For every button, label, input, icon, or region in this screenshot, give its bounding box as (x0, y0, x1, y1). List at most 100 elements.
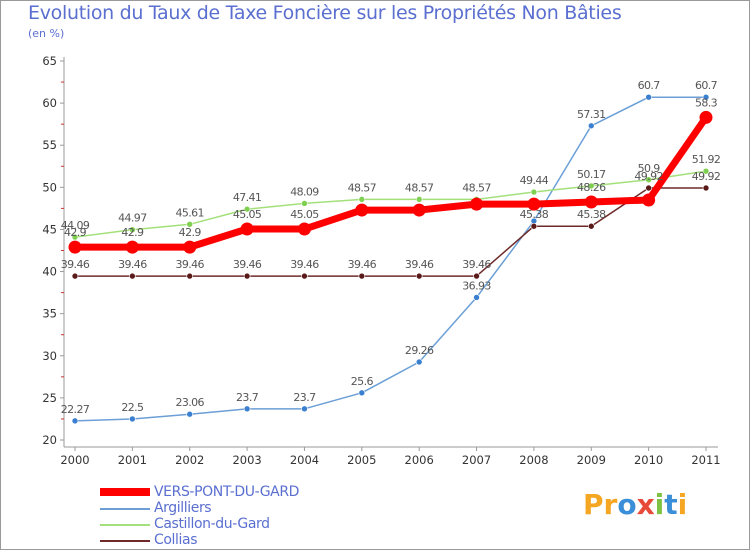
data-point (415, 358, 423, 366)
data-point (702, 184, 710, 192)
data-point (240, 222, 254, 236)
data-label: 48.57 (348, 181, 377, 194)
data-label: 58.3 (695, 96, 718, 109)
data-label: 39.46 (290, 258, 319, 271)
data-label: 47.41 (233, 191, 262, 204)
data-point (243, 405, 251, 413)
data-label: 45.38 (577, 208, 606, 221)
data-point (645, 176, 652, 184)
data-label: 42.9 (121, 226, 144, 239)
data-label: 49.92 (692, 170, 721, 183)
data-label: 44.09 (61, 219, 90, 232)
y-tick-label: 40 (42, 265, 57, 279)
data-label: 22.27 (61, 403, 90, 416)
data-label: 49.44 (520, 174, 549, 187)
x-tick-label: 2005 (347, 453, 376, 467)
y-tick-label: 60 (42, 96, 57, 110)
y-tick-label: 35 (42, 307, 57, 321)
data-label: 51.92 (692, 153, 721, 166)
data-label: 48.57 (462, 181, 491, 194)
legend-label: Argilliers (154, 500, 212, 516)
data-label: 39.46 (61, 258, 90, 271)
data-label: 39.46 (405, 258, 434, 271)
data-point (415, 196, 423, 203)
data-label: 60.7 (695, 79, 718, 92)
data-label: 48.26 (577, 181, 606, 194)
data-point (587, 122, 595, 130)
data-point (129, 415, 136, 423)
legend-label: Castillon-du-Gard (154, 516, 270, 532)
data-point (71, 272, 79, 280)
series-line (74, 170, 707, 238)
x-tick-label: 2004 (290, 453, 319, 467)
data-label: 60.7 (638, 79, 661, 92)
data-label: 48.57 (405, 181, 434, 194)
data-point (297, 222, 311, 236)
logo-letter: o (617, 488, 637, 521)
legend-swatch (100, 524, 150, 526)
x-tick-label: 2001 (118, 453, 147, 467)
data-point (186, 221, 194, 228)
data-label: 36.93 (462, 279, 491, 292)
series-line (74, 187, 707, 277)
data-point (129, 226, 136, 233)
data-label: 39.46 (348, 258, 377, 271)
data-point (645, 93, 652, 101)
x-tick-label: 2009 (577, 453, 606, 467)
data-label: 23.7 (236, 391, 259, 404)
legend-swatch (100, 488, 150, 496)
x-tick-label: 2007 (462, 453, 491, 467)
data-label: 22.5 (121, 401, 144, 414)
legend-swatch (100, 508, 150, 510)
data-label: 50.9 (638, 162, 661, 175)
x-tick-label: 2002 (175, 453, 204, 467)
data-point (473, 294, 480, 301)
data-label: 42.9 (64, 226, 87, 239)
data-point (415, 272, 423, 280)
data-point (642, 193, 656, 207)
logo-letter: r (603, 488, 618, 521)
series-line (74, 96, 707, 422)
data-point (243, 272, 251, 280)
data-label: 29.26 (405, 344, 434, 357)
data-label: 39.46 (462, 258, 491, 271)
data-point (186, 272, 194, 280)
logo-letter: i (677, 488, 688, 521)
data-point (358, 389, 366, 397)
x-tick-label: 2008 (519, 453, 548, 467)
data-label: 45.61 (175, 206, 204, 219)
series-line (71, 113, 710, 251)
data-label: 48.09 (290, 185, 319, 198)
y-tick-label: 55 (42, 138, 57, 152)
data-point (412, 203, 426, 217)
data-label: 45.05 (290, 208, 319, 221)
data-point (587, 222, 595, 230)
logo-letter: i (654, 488, 665, 521)
data-label: 39.46 (175, 258, 204, 271)
data-point (301, 200, 308, 207)
y-tick-label: 20 (42, 433, 57, 447)
y-tick-label: 50 (42, 180, 57, 194)
data-point (301, 405, 308, 413)
y-tick-label: 45 (42, 222, 57, 236)
data-point (301, 272, 308, 280)
x-tick-label: 2010 (634, 453, 663, 467)
x-tick-label: 2003 (232, 453, 261, 467)
data-point (527, 197, 541, 211)
legend-label: VERS-PONT-DU-GARD (154, 484, 300, 500)
data-label: 23.7 (293, 391, 316, 404)
chart-subtitle: (en %) (28, 27, 65, 40)
data-label: 23.06 (175, 396, 204, 409)
logo-letter: t (664, 488, 678, 521)
data-point (186, 410, 194, 418)
data-point (183, 240, 197, 254)
data-point (530, 188, 538, 196)
data-point (699, 110, 713, 124)
legend-label: Collias (154, 532, 198, 548)
logo-letter: P (583, 488, 604, 521)
data-point (355, 203, 369, 217)
chart-title: Evolution du Taux de Taxe Foncière sur l… (28, 2, 622, 24)
data-label: 39.46 (233, 258, 262, 271)
data-point (702, 93, 710, 101)
